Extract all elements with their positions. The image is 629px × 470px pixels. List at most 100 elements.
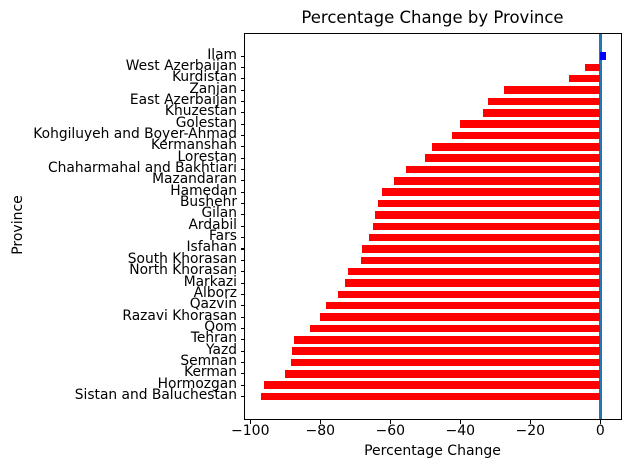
y-tick-label-alborz: Alborz xyxy=(193,284,237,301)
bar-fars xyxy=(369,233,601,242)
y-tick xyxy=(240,384,244,386)
y-tick xyxy=(240,339,244,341)
x-tick-label-neg80: −80 xyxy=(305,423,336,439)
x-tick xyxy=(389,420,391,424)
chart-title: Percentage Change by Province xyxy=(301,8,564,27)
y-tick xyxy=(240,55,244,57)
bar-hamedan xyxy=(381,188,601,196)
y-tick-label-hormozgan: Hormozgan xyxy=(157,375,237,392)
bar-semnan xyxy=(290,358,601,367)
y-tick xyxy=(240,271,244,273)
y-tick-label-tehran: Tehran xyxy=(190,330,237,347)
y-tick-label-khuzestan: Khuzestan xyxy=(164,103,237,120)
bar-gilan xyxy=(374,211,601,219)
bar-mazandaran xyxy=(393,177,601,185)
bar-yazd xyxy=(292,347,601,355)
y-tick xyxy=(240,78,244,80)
y-tick-label-south-khorasan: South Khorasan xyxy=(127,250,237,267)
y-tick xyxy=(240,66,244,68)
y-tick xyxy=(240,350,244,352)
y-tick-label-semnan: Semnan xyxy=(180,352,237,369)
bar-kermanshah xyxy=(432,143,601,151)
y-tick xyxy=(240,100,244,102)
bar-kerman xyxy=(285,370,601,378)
bar-ardabil xyxy=(372,222,601,230)
y-tick xyxy=(240,327,244,329)
bar-north-khorasan xyxy=(348,267,601,276)
y-tick-label-gilan: Gilan xyxy=(201,205,237,222)
y-tick-label-ardabil: Ardabil xyxy=(188,216,237,233)
bar-bushehr xyxy=(378,199,601,208)
y-tick-label-east-azerbaijan: East Azerbaijan xyxy=(129,91,237,108)
y-tick-label-yazd: Yazd xyxy=(206,341,237,358)
y-tick-label-markazi: Markazi xyxy=(183,273,237,290)
bar-chaharmahal-and-bakhtiari xyxy=(406,165,601,174)
bar-qom xyxy=(309,324,601,333)
y-tick xyxy=(240,169,244,171)
y-tick xyxy=(240,89,244,91)
y-tick-label-sistan-and-baluchestan: Sistan and Baluchestan xyxy=(74,387,237,403)
y-tick-label-kurdistan: Kurdistan xyxy=(172,69,237,86)
y-tick-label-hamedan: Hamedan xyxy=(170,182,237,199)
x-tick xyxy=(319,420,321,424)
bar-zanjan xyxy=(504,86,601,94)
bar-golestan xyxy=(460,120,601,128)
bar-razavi-khorasan xyxy=(320,313,601,321)
bar-west-azerbaijan xyxy=(584,63,601,72)
zero-line xyxy=(599,34,602,419)
y-tick-label-mazandaran: Mazandaran xyxy=(152,171,237,188)
x-tick-label-neg60: −60 xyxy=(375,423,406,439)
y-tick xyxy=(240,191,244,193)
y-tick xyxy=(240,259,244,261)
bar-kurdistan xyxy=(568,74,601,83)
x-tick-label-neg20: −20 xyxy=(515,423,546,439)
y-tick-label-kohgiluyeh-and-boyer-ahmad: Kohgiluyeh and Boyer-Ahmad xyxy=(33,125,237,142)
x-axis-label: Percentage Change xyxy=(364,443,501,459)
y-tick xyxy=(240,361,244,364)
bar-ilam xyxy=(600,52,606,60)
y-tick xyxy=(240,203,244,205)
y-tick xyxy=(240,305,244,307)
y-tick xyxy=(240,396,244,398)
y-tick-label-north-khorasan: North Khorasan xyxy=(129,262,237,279)
bar-tehran xyxy=(294,336,601,344)
y-tick xyxy=(240,180,244,182)
y-tick xyxy=(240,237,244,239)
y-tick-label-zanjan: Zanjan xyxy=(189,80,237,97)
x-tick-label-0: 0 xyxy=(595,423,605,439)
x-tick-label-neg40: −40 xyxy=(445,423,476,439)
bar-khuzestan xyxy=(483,109,601,117)
y-tick-label-west-azerbaijan: West Azerbaijan xyxy=(125,57,237,74)
y-tick-label-isfahan: Isfahan xyxy=(186,239,237,256)
bar-markazi xyxy=(344,279,601,287)
y-tick-label-golestan: Golestan xyxy=(175,114,237,131)
x-tick-label-neg100: −100 xyxy=(231,423,270,439)
y-tick xyxy=(240,157,244,159)
y-tick-label-bushehr: Bushehr xyxy=(179,194,237,211)
y-tick xyxy=(240,134,244,137)
y-tick-label-ilam: Ilam xyxy=(207,46,237,63)
y-tick-label-kermanshah: Kermanshah xyxy=(150,137,237,154)
y-tick xyxy=(240,373,244,375)
bar-east-azerbaijan xyxy=(488,97,601,106)
y-tick-labels: Ilam West Azerbaijan Kurdistan Zanjan East A… xyxy=(0,33,237,418)
y-tick xyxy=(240,214,244,216)
bar-south-khorasan xyxy=(360,256,601,265)
y-tick xyxy=(240,248,244,250)
y-tick xyxy=(240,112,244,114)
x-tick xyxy=(599,420,601,424)
bar-qazvin xyxy=(325,301,601,310)
y-tick-label-fars: Fars xyxy=(209,228,237,245)
y-tick-label-qom: Qom xyxy=(204,318,237,335)
y-tick-label-qazvin: Qazvin xyxy=(189,296,237,313)
x-tick xyxy=(459,420,461,424)
bar-hormozgan xyxy=(264,381,601,389)
bar-sistan-and-baluchestan xyxy=(260,392,601,401)
bar-kohgiluyeh-and-boyer-ahmad xyxy=(451,131,601,140)
y-tick xyxy=(240,282,244,284)
y-tick xyxy=(240,225,244,227)
bar-isfahan xyxy=(362,245,601,253)
bar-alborz xyxy=(337,290,601,299)
y-tick-label-kerman: Kerman xyxy=(184,364,237,381)
